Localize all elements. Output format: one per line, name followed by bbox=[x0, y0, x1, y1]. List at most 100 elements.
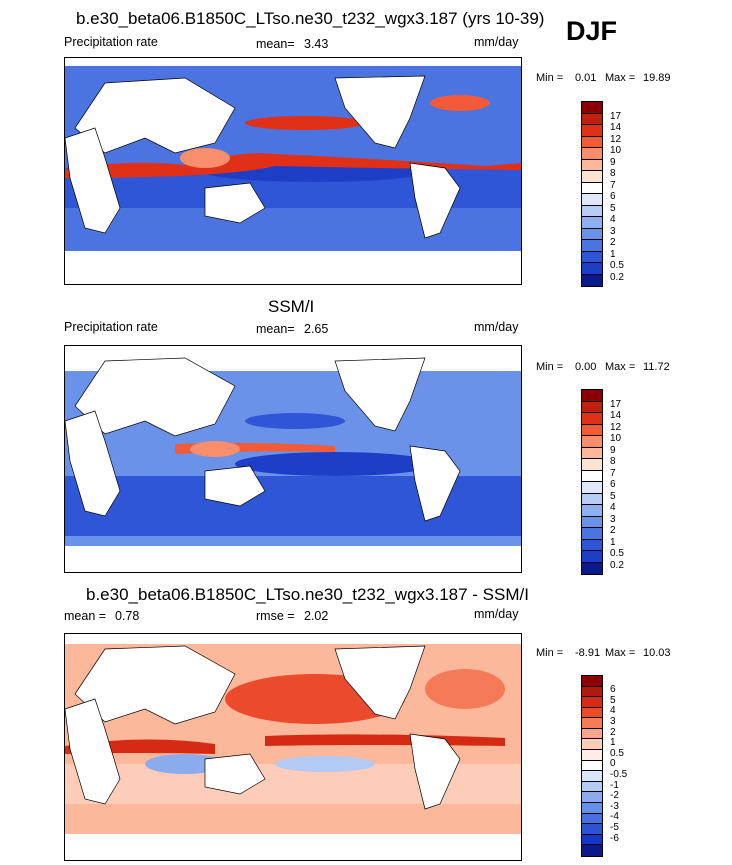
panel1-maritime-rain bbox=[180, 148, 230, 168]
colorbar-tick-label: -1 bbox=[610, 779, 619, 791]
panel3-rmse-label: rmse = bbox=[256, 609, 295, 623]
panel3-australia bbox=[204, 753, 266, 795]
panel2-north-america bbox=[334, 357, 426, 432]
panel1-units: mm/day bbox=[474, 35, 519, 49]
colorbar-segment bbox=[582, 845, 602, 856]
colorbar-segment bbox=[582, 424, 602, 436]
panel1-antarctica bbox=[65, 251, 521, 284]
panel1-north-america bbox=[334, 75, 426, 149]
colorbar-tick-label: 1 bbox=[610, 536, 616, 548]
panel3-title: b.e30_beta06.B1850C_LTso.ne30_t232_wgx3.… bbox=[86, 585, 529, 604]
panel3-max-label: Max = bbox=[605, 647, 636, 659]
panel1-south-america bbox=[409, 162, 461, 239]
colorbar-tick-label: 6 bbox=[610, 479, 616, 491]
season-label: DJF bbox=[566, 16, 618, 46]
colorbar-tick-label: 2 bbox=[610, 237, 616, 249]
panel3-spcz-negative bbox=[275, 756, 375, 772]
colorbar-segment bbox=[582, 528, 602, 540]
colorbar-segment bbox=[582, 182, 602, 194]
panel2-map bbox=[64, 345, 522, 573]
colorbar-tick-label: 12 bbox=[610, 421, 622, 433]
panel2-antarctica bbox=[65, 546, 521, 572]
panel2-min-value: 0.00 bbox=[575, 361, 597, 373]
panel3-units: mm/day bbox=[474, 607, 519, 621]
panel1-npacific-storm bbox=[245, 116, 365, 130]
colorbar-tick-label: 2 bbox=[610, 726, 616, 738]
panel3-map-svg bbox=[65, 644, 521, 860]
colorbar-tick-label: 5 bbox=[610, 490, 616, 502]
panel1-africa bbox=[65, 127, 121, 234]
panel2-australia bbox=[204, 465, 266, 507]
panel1-min-label: Min = bbox=[536, 72, 564, 84]
colorbar-segment bbox=[582, 551, 602, 563]
colorbar-tick-label: -5 bbox=[610, 821, 619, 833]
panel1-map bbox=[64, 57, 522, 285]
colorbar-segment bbox=[582, 686, 602, 698]
panel3-eurasia bbox=[74, 645, 236, 725]
colorbar-segment bbox=[582, 136, 602, 148]
colorbar-tick-label: -0.5 bbox=[610, 769, 628, 780]
colorbar-segment bbox=[582, 802, 602, 814]
colorbar-segment bbox=[582, 562, 602, 574]
panel2-mean-value: 2.65 bbox=[304, 322, 329, 336]
colorbar-tick-label: 7 bbox=[610, 467, 616, 479]
panel2-colorbar bbox=[581, 389, 603, 575]
colorbar-segment bbox=[582, 459, 602, 471]
colorbar-segment bbox=[582, 436, 602, 448]
colorbar-segment bbox=[582, 470, 602, 482]
panel1-mean-label: mean= bbox=[256, 37, 295, 51]
panel2-eurasia bbox=[74, 357, 236, 437]
colorbar-tick-label: 8 bbox=[610, 168, 616, 180]
panel1-mean-value: 3.43 bbox=[304, 37, 329, 51]
panel2-mean-label: mean= bbox=[256, 322, 295, 336]
colorbar-tick-label: 0.2 bbox=[610, 559, 624, 571]
panel2-variable-label: Precipitation rate bbox=[64, 320, 158, 334]
panel1-eurasia bbox=[74, 77, 236, 154]
colorbar-tick-label: -6 bbox=[610, 832, 619, 844]
colorbar-segment bbox=[582, 194, 602, 206]
colorbar-segment bbox=[582, 148, 602, 160]
panel2-max-label: Max = bbox=[605, 361, 636, 373]
colorbar-tick-label: 6 bbox=[610, 191, 616, 203]
colorbar-tick-label: 3 bbox=[610, 225, 616, 237]
panel2-south-america bbox=[409, 445, 461, 522]
panel3-north-america bbox=[334, 645, 426, 720]
colorbar-segment bbox=[582, 676, 602, 687]
colorbar-segment bbox=[582, 390, 602, 402]
panel2-title: SSM/I bbox=[268, 297, 315, 316]
panel3-min-value: -8.91 bbox=[575, 647, 601, 659]
panel2-maritime-rain bbox=[190, 441, 240, 457]
colorbar-tick-label: 4 bbox=[610, 214, 616, 226]
colorbar-segment bbox=[582, 228, 602, 240]
colorbar-segment bbox=[582, 159, 602, 171]
panel1-natlantic-storm bbox=[430, 95, 490, 111]
colorbar-segment bbox=[582, 739, 602, 751]
colorbar-tick-label: 4 bbox=[610, 502, 616, 514]
panel2-units: mm/day bbox=[474, 320, 519, 334]
colorbar-segment bbox=[582, 102, 602, 114]
panel2-dry-zone bbox=[235, 452, 435, 476]
colorbar-tick-label: -4 bbox=[610, 811, 619, 823]
colorbar-segment bbox=[582, 718, 602, 729]
colorbar-tick-label: 17 bbox=[610, 110, 622, 122]
panel1-max-label: Max = bbox=[605, 72, 636, 84]
panel3-colorbar bbox=[581, 675, 603, 857]
panel1-max-value: 19.89 bbox=[643, 72, 671, 84]
colorbar-segment bbox=[582, 539, 602, 551]
colorbar-segment bbox=[582, 750, 602, 761]
panel1-variable-label: Precipitation rate bbox=[64, 35, 158, 49]
colorbar-tick-label: 8 bbox=[610, 456, 616, 468]
panel3-natlantic-positive bbox=[425, 669, 505, 709]
colorbar-segment bbox=[582, 125, 602, 137]
colorbar-tick-label: 10 bbox=[610, 433, 622, 445]
panel1-min-value: 0.01 bbox=[575, 72, 597, 84]
panel1-australia bbox=[204, 182, 266, 224]
colorbar-tick-label: -3 bbox=[610, 800, 619, 812]
colorbar-tick-label: 1 bbox=[610, 737, 616, 749]
panel3-max-value: 10.03 bbox=[643, 647, 671, 659]
colorbar-tick-label: 0.5 bbox=[610, 260, 624, 272]
colorbar-tick-label: 4 bbox=[610, 705, 616, 717]
panel3-map bbox=[64, 633, 522, 861]
colorbar-tick-label: 3 bbox=[610, 716, 616, 728]
colorbar-segment bbox=[582, 447, 602, 459]
